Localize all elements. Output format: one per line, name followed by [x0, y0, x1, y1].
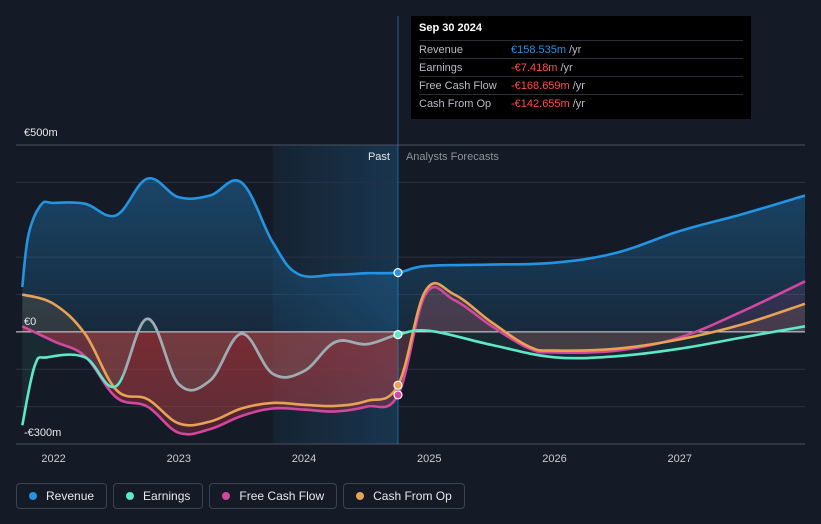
tooltip-value: -€142.655m — [511, 97, 570, 110]
tooltip-value: €158.535m — [511, 43, 567, 56]
tooltip-label: Free Cash Flow — [419, 79, 497, 92]
series-lines — [21, 177, 806, 436]
tooltip-value: -€168.659m — [511, 79, 570, 92]
earnings-marker — [393, 330, 403, 340]
tooltip-value: -€7.418m — [511, 61, 558, 74]
x-tick-label: 2022 — [41, 453, 65, 465]
tooltip-row-earnings: Earnings -€7.418m /yr — [419, 58, 743, 76]
earnings-past-line — [122, 317, 398, 392]
legend-dot-icon — [356, 492, 365, 500]
legend-label: Cash From Op — [373, 489, 452, 503]
x-tick-label: 2023 — [167, 453, 191, 465]
legend-item-earnings[interactable]: Earnings — [113, 483, 204, 509]
tooltip-label: Cash From Op — [419, 97, 492, 110]
x-tick-label: 2027 — [668, 453, 692, 465]
free-cash-flow-line — [21, 280, 806, 436]
tooltip-unit: /yr — [560, 61, 573, 74]
past-label: Past — [368, 151, 390, 163]
tooltip-unit: /yr — [569, 43, 582, 56]
earnings-revenue-chart: €500m €0 -€300m Past Analysts Forecasts … — [16, 16, 806, 465]
tooltip-markers — [393, 268, 403, 400]
revenue-marker — [393, 268, 403, 278]
tooltip-label: Earnings — [419, 61, 463, 74]
cash-from-op-marker — [393, 380, 403, 390]
tooltip-row-cash-from-op: Cash From Op -€142.655m /yr — [419, 94, 743, 112]
chart-legend: Revenue Earnings Free Cash Flow Cash Fro… — [16, 483, 465, 509]
legend-label: Free Cash Flow — [239, 489, 325, 503]
legend-dot-icon — [222, 492, 231, 500]
data-tooltip: Sep 30 2024 Revenue €158.535m /yr Earnin… — [411, 16, 751, 119]
y-axis-zero-label: €0 — [24, 316, 36, 328]
revenue-line — [21, 177, 806, 288]
tooltip-row-free-cash-flow: Free Cash Flow -€168.659m /yr — [419, 76, 743, 94]
x-axis-ticks: 2022 2023 2024 2025 2026 2027 — [41, 453, 692, 465]
legend-item-free-cash-flow[interactable]: Free Cash Flow — [209, 483, 338, 509]
legend-item-revenue[interactable]: Revenue — [16, 483, 108, 509]
free-cash-flow-marker — [393, 390, 403, 400]
legend-label: Revenue — [46, 489, 95, 503]
tooltip-unit: /yr — [572, 97, 585, 110]
tooltip-date: Sep 30 2024 — [419, 22, 482, 34]
y-axis-top-label: €500m — [24, 127, 58, 139]
x-tick-label: 2024 — [292, 453, 316, 465]
earnings-area — [22, 318, 806, 426]
legend-label: Earnings — [143, 489, 191, 503]
tooltip-row-revenue: Revenue €158.535m /yr — [419, 40, 743, 58]
legend-dot-icon — [29, 492, 37, 500]
tooltip-unit: /yr — [572, 79, 585, 92]
legend-item-cash-from-op[interactable]: Cash From Op — [343, 483, 465, 509]
legend-dot-icon — [126, 492, 135, 500]
revenue-area — [22, 178, 806, 332]
forecast-label: Analysts Forecasts — [406, 151, 499, 163]
tooltip-label: Revenue — [419, 43, 464, 56]
x-tick-label: 2026 — [542, 453, 566, 465]
y-axis-bottom-label: -€300m — [24, 427, 61, 439]
x-tick-label: 2025 — [417, 453, 441, 465]
cash-from-op-line — [21, 281, 806, 427]
